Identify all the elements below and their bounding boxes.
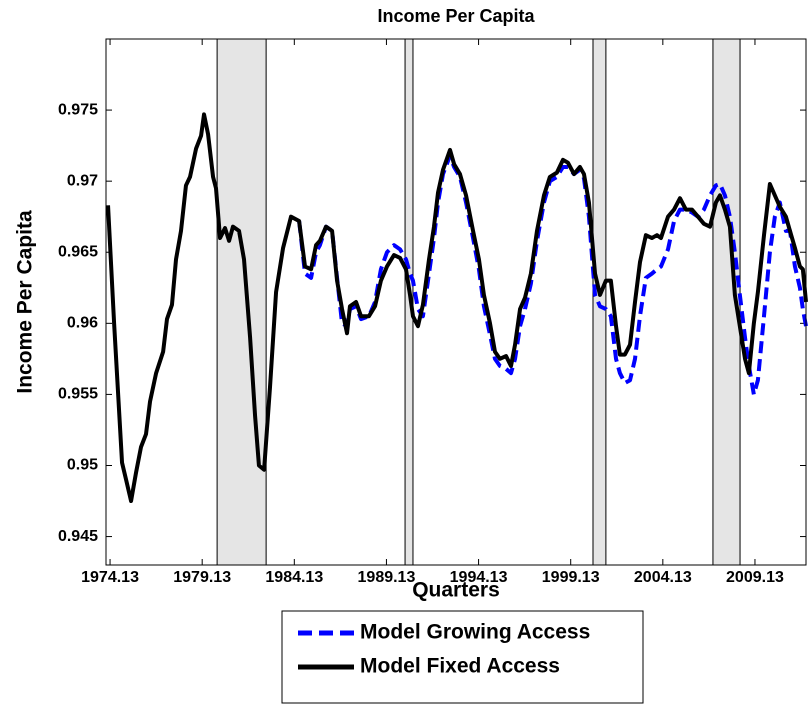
series-line [106,112,808,504]
shaded-period [216,38,267,566]
x-tick-label: 1999.13 [542,569,600,586]
y-tick-label: 0.965 [58,243,98,260]
x-tick-label: 1994.13 [450,569,508,586]
legend: Model Growing Access Model Fixed Access [281,610,644,704]
y-tick-label: 0.95 [67,457,98,474]
x-tick-label: 1979.13 [173,569,231,586]
legend-label: Model Growing Access [360,621,590,644]
y-tick-label: 0.97 [67,172,98,189]
y-tick-label: 0.96 [67,315,98,332]
x-tick-label: 2004.13 [634,569,692,586]
y-tick-label: 0.975 [58,101,98,118]
y-axis-label: Income Per Capita [14,210,37,394]
y-tick-label: 0.945 [58,528,98,545]
plot-frame [105,38,807,566]
x-tick-label: 1989.13 [358,569,416,586]
x-tick-label: 1984.13 [265,569,323,586]
legend-box [281,610,644,704]
chart-title: Income Per Capita [377,6,535,26]
x-axis-label: Quarters [412,579,500,602]
y-tick-label: 0.955 [58,386,98,403]
x-tick-label: 2009.13 [726,569,784,586]
legend-label: Model Fixed Access [360,655,560,678]
x-tick-label: 1974.13 [81,569,139,586]
